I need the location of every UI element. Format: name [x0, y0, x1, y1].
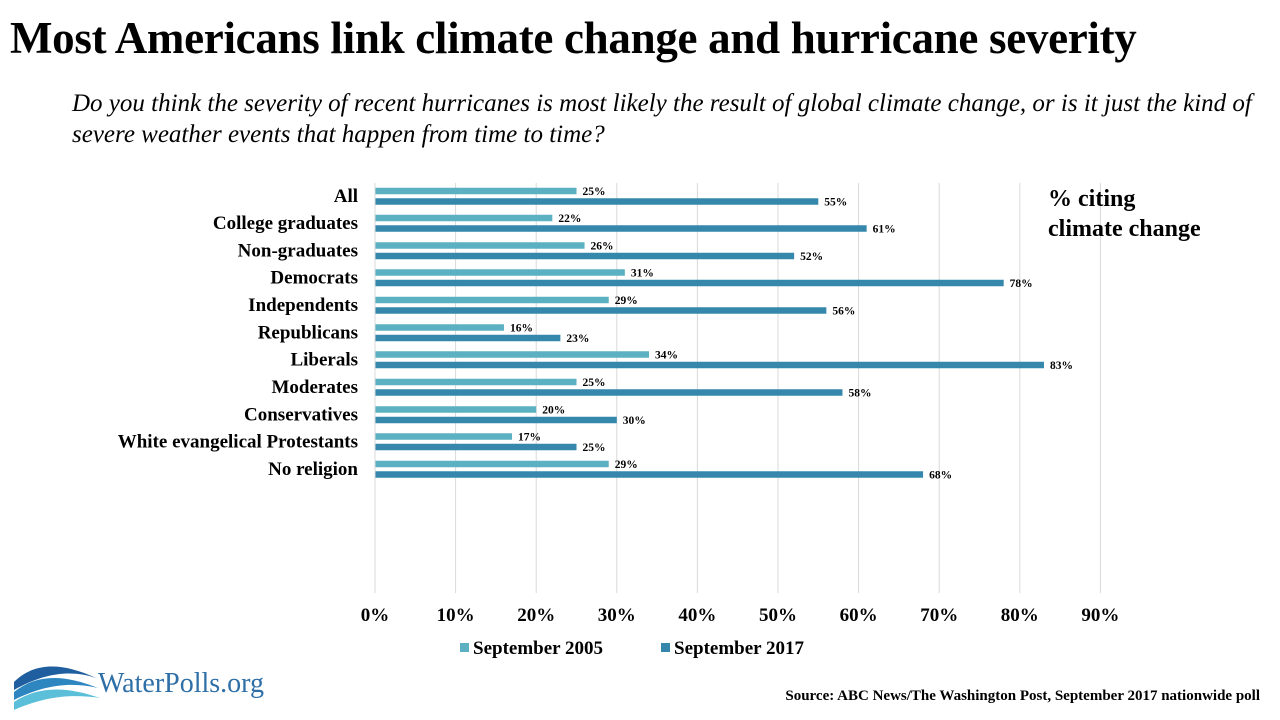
x-tick-label: 50%	[759, 605, 797, 626]
data-label-september-2005-moderates: 25%	[583, 377, 606, 389]
legend-label-september-2017: September 2017	[674, 638, 804, 659]
bar-september-2005-white-evangelical-protestants	[375, 433, 512, 440]
bar-september-2005-democrats	[375, 269, 625, 276]
data-label-september-2017-white-evangelical-protestants: 25%	[583, 442, 606, 454]
bar-september-2005-conservatives	[375, 406, 536, 413]
data-label-september-2005-white-evangelical-protestants: 17%	[518, 432, 541, 444]
bar-september-2017-all	[375, 198, 818, 205]
bar-september-2005-moderates	[375, 379, 577, 386]
category-label-non-graduates: Non-graduates	[238, 241, 358, 262]
data-label-september-2017-no-religion: 68%	[929, 470, 952, 482]
data-label-september-2017-non-graduates: 52%	[800, 251, 823, 263]
data-label-september-2005-college-graduates: 22%	[558, 213, 581, 225]
chart-annotation: % citing climate change	[1048, 184, 1201, 244]
x-tick-label: 20%	[517, 605, 555, 626]
bar-september-2017-independents	[375, 307, 826, 314]
bar-september-2005-college-graduates	[375, 215, 552, 222]
legend-label-september-2005: September 2005	[473, 638, 603, 659]
data-label-september-2017-independents: 56%	[832, 306, 855, 318]
x-tick-label: 10%	[437, 605, 475, 626]
data-label-september-2005-no-religion: 29%	[615, 459, 638, 471]
bar-september-2017-liberals	[375, 362, 1044, 369]
data-label-september-2017-college-graduates: 61%	[873, 224, 896, 236]
data-label-september-2017-democrats: 78%	[1010, 278, 1033, 290]
x-tick-label: 40%	[678, 605, 716, 626]
legend-swatch-september-2017	[661, 643, 670, 652]
category-label-conservatives: Conservatives	[244, 405, 358, 426]
data-label-september-2005-all: 25%	[583, 186, 606, 198]
category-label-moderates: Moderates	[271, 377, 358, 398]
data-label-september-2017-liberals: 83%	[1050, 360, 1073, 372]
data-label-september-2005-conservatives: 20%	[542, 405, 565, 417]
bar-september-2005-all	[375, 188, 577, 195]
bar-september-2005-republicans	[375, 324, 504, 331]
data-label-september-2017-all: 55%	[824, 197, 847, 209]
x-tick-label: 60%	[840, 605, 878, 626]
category-label-no-religion: No religion	[268, 459, 358, 480]
category-label-white-evangelical-protestants: White evangelical Protestants	[118, 432, 358, 453]
logo-text: WaterPolls.org	[98, 668, 264, 700]
legend-swatch-september-2005	[460, 643, 469, 652]
bar-september-2017-conservatives	[375, 417, 617, 424]
x-tick-label: 30%	[598, 605, 636, 626]
data-label-september-2017-conservatives: 30%	[623, 415, 646, 427]
x-tick-label: 80%	[1001, 605, 1039, 626]
bar-september-2005-non-graduates	[375, 242, 585, 249]
bar-september-2005-independents	[375, 297, 609, 304]
data-label-september-2017-republicans: 23%	[566, 333, 589, 345]
annotation-line-2: climate change	[1048, 214, 1201, 244]
bar-september-2017-non-graduates	[375, 253, 794, 260]
data-label-september-2005-democrats: 31%	[631, 268, 654, 280]
x-tick-label: 0%	[361, 605, 390, 626]
bar-september-2017-moderates	[375, 389, 842, 396]
bar-september-2017-college-graduates	[375, 225, 867, 232]
category-label-democrats: Democrats	[270, 268, 358, 289]
category-label-all: All	[334, 186, 358, 207]
data-label-september-2005-liberals: 34%	[655, 350, 678, 362]
data-label-september-2017-moderates: 58%	[848, 388, 871, 400]
category-label-independents: Independents	[248, 295, 358, 316]
bar-september-2017-democrats	[375, 280, 1004, 287]
annotation-line-1: % citing	[1048, 184, 1201, 214]
category-label-republicans: Republicans	[258, 323, 358, 344]
source-note: Source: ABC News/The Washington Post, Se…	[785, 688, 1260, 705]
bar-september-2005-liberals	[375, 351, 649, 358]
x-tick-label: 90%	[1081, 605, 1119, 626]
data-label-september-2005-republicans: 16%	[510, 323, 533, 335]
bar-september-2005-no-religion	[375, 461, 609, 468]
category-label-college-graduates: College graduates	[213, 213, 358, 234]
bar-chart: All 25% 55% College graduates 22% 61% Non-grad…	[0, 0, 1280, 720]
bar-september-2017-no-religion	[375, 471, 923, 478]
bar-september-2017-republicans	[375, 335, 560, 342]
bar-september-2017-white-evangelical-protestants	[375, 444, 577, 451]
data-label-september-2005-independents: 29%	[615, 295, 638, 307]
data-label-september-2005-non-graduates: 26%	[591, 241, 614, 253]
x-tick-label: 70%	[920, 605, 958, 626]
category-label-liberals: Liberals	[290, 350, 358, 371]
